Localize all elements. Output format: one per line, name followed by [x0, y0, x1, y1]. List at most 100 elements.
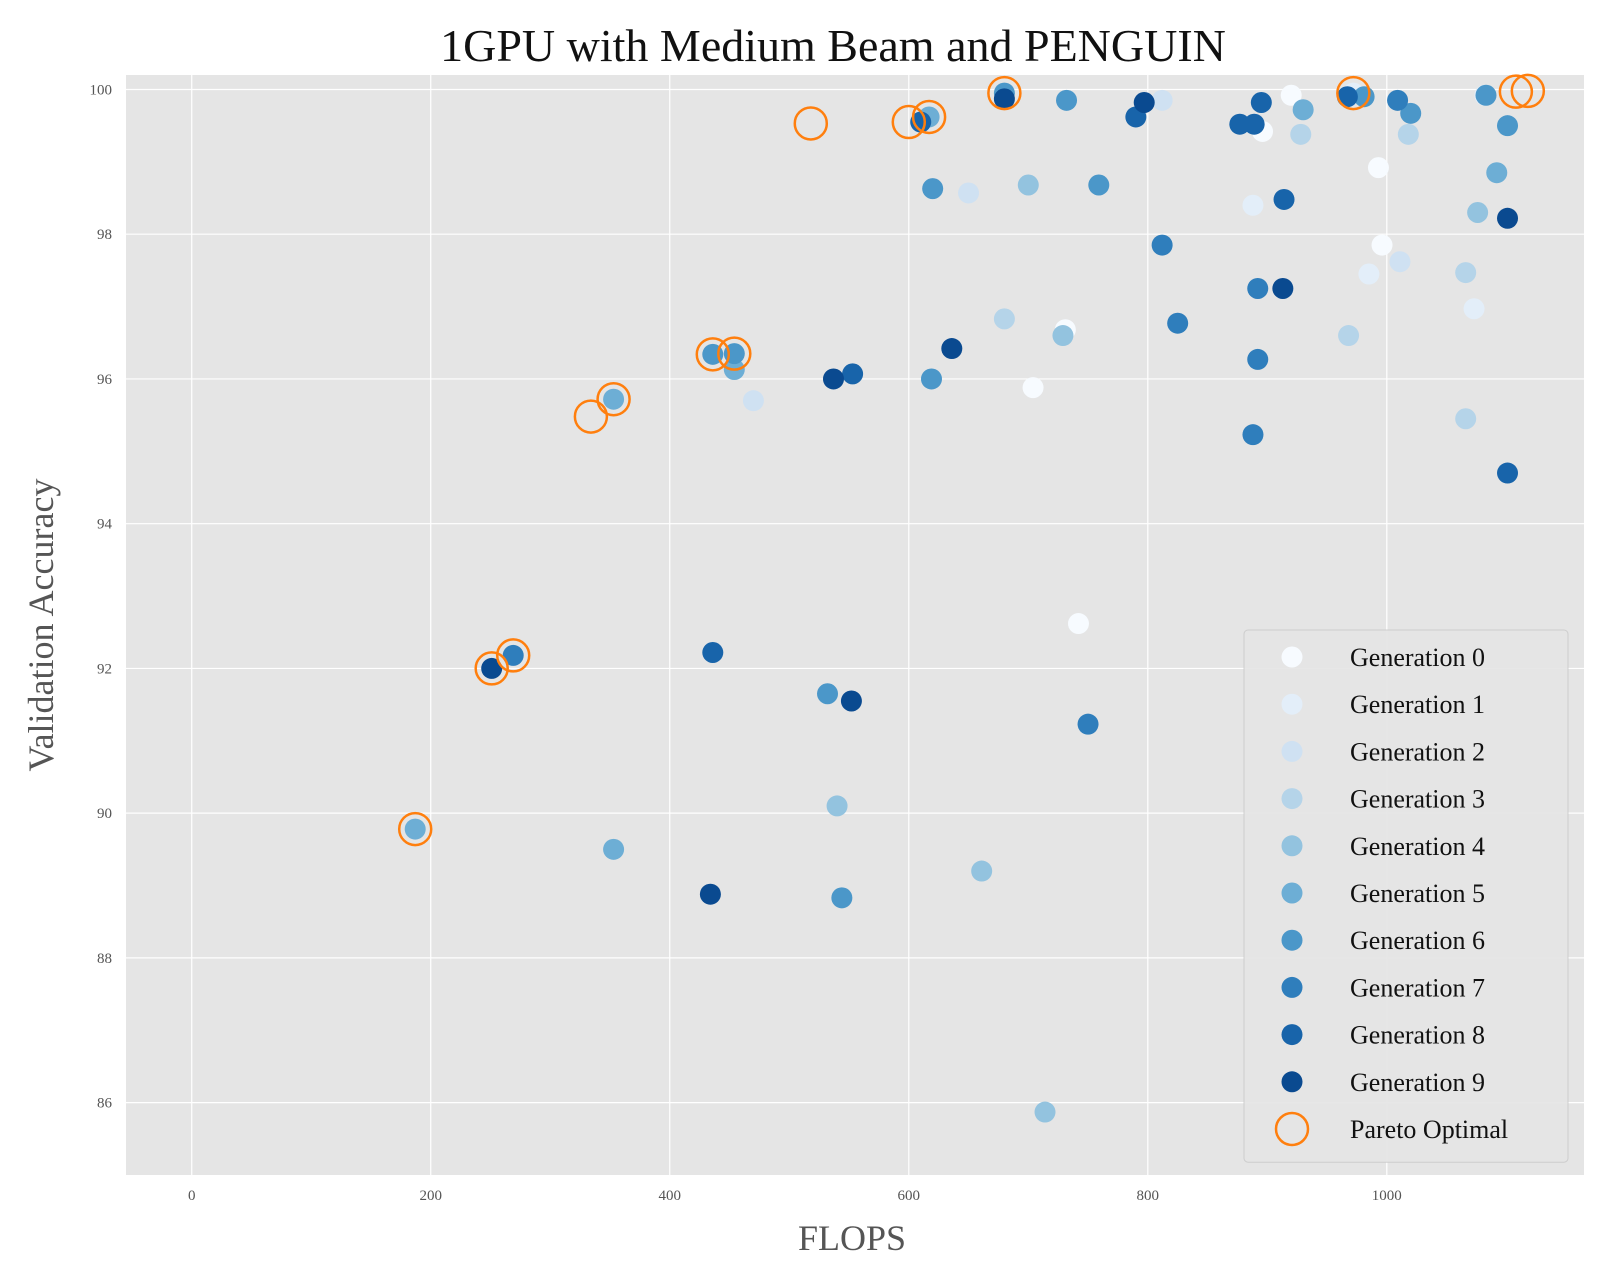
- data-point: [971, 860, 993, 882]
- pareto-ring: [987, 75, 1022, 111]
- data-point: [1463, 298, 1485, 320]
- data-point: [993, 308, 1015, 330]
- x-tick-label: 1000: [1372, 1188, 1402, 1204]
- legend-marker: [1281, 1071, 1303, 1093]
- x-tick-label: 800: [1137, 1188, 1160, 1204]
- data-point: [1455, 408, 1477, 430]
- data-point: [1467, 202, 1489, 223]
- data-point: [1280, 84, 1302, 106]
- data-point: [742, 390, 764, 412]
- data-point: [1497, 207, 1519, 229]
- data-point: [1397, 123, 1419, 145]
- legend-label-pareto: Pareto Optimal: [1350, 1115, 1508, 1144]
- y-axis-ticks: 86 88 90 92 94 96 98 100: [90, 82, 113, 1111]
- y-tick-label: 96: [97, 372, 113, 388]
- legend-label: Generation 3: [1350, 785, 1485, 814]
- data-point: [1292, 99, 1314, 121]
- pareto-ring: [1510, 73, 1546, 109]
- legend-marker-pareto: [1274, 1111, 1310, 1147]
- legend-marker: [1281, 882, 1303, 904]
- data-point: [603, 838, 625, 860]
- x-axis-label: FLOPS: [798, 1218, 906, 1258]
- legend-marker: [1281, 646, 1303, 668]
- data-point: [1088, 174, 1110, 196]
- legend-marker: [1281, 929, 1303, 951]
- legend-label: Generation 0: [1350, 643, 1485, 672]
- data-point: [603, 388, 625, 410]
- data-point: [1387, 89, 1409, 111]
- chart-title: 1GPU with Medium Beam and PENGUIN: [440, 20, 1226, 71]
- legend-marker: [1281, 788, 1303, 810]
- data-point: [1455, 262, 1477, 284]
- legend-label: Generation 9: [1350, 1068, 1485, 1097]
- data-point: [1034, 1101, 1056, 1123]
- pareto-ring: [1336, 75, 1371, 111]
- legend: Generation 0 Generation 1 Generation 2 Gene…: [1243, 629, 1569, 1163]
- pareto-ring: [495, 638, 531, 673]
- legend-marker: [1281, 1024, 1303, 1046]
- data-point: [481, 657, 503, 679]
- legend-marker: [1281, 740, 1303, 762]
- pareto-ring: [1498, 74, 1534, 109]
- y-tick-label: 98: [97, 227, 112, 243]
- legend-marker: [1281, 976, 1303, 998]
- y-tick-label: 100: [90, 82, 113, 98]
- pareto-ring: [573, 399, 609, 434]
- x-axis-ticks: 0 200 400 600 800 1000: [188, 1188, 1402, 1204]
- data-point: [1272, 277, 1294, 299]
- data-point: [1243, 113, 1265, 135]
- y-tick-label: 94: [97, 517, 113, 533]
- pareto-ring: [397, 811, 433, 847]
- legend-marker: [1281, 693, 1303, 715]
- data-point: [1022, 377, 1044, 399]
- data-point: [842, 363, 864, 385]
- data-point: [1067, 613, 1089, 635]
- data-point: [1389, 251, 1411, 273]
- data-point: [993, 88, 1015, 110]
- data-point: [1367, 157, 1389, 179]
- legend-box: [1243, 629, 1569, 1163]
- data-point: [1151, 234, 1173, 256]
- legend-label: Generation 5: [1350, 879, 1485, 908]
- data-point: [1273, 188, 1295, 210]
- data-point: [1242, 194, 1264, 216]
- data-point: [920, 368, 942, 390]
- data-point: [817, 683, 839, 705]
- legend-label: Generation 4: [1350, 832, 1485, 861]
- data-point: [1247, 348, 1269, 370]
- data-point: [1475, 84, 1497, 106]
- data-point: [1052, 325, 1074, 347]
- data-point: [1358, 263, 1380, 285]
- pareto-ring: [474, 651, 509, 686]
- data-point: [822, 368, 844, 390]
- data-point: [1497, 462, 1519, 484]
- data-point: [1338, 325, 1360, 347]
- data-point: [1290, 123, 1312, 145]
- x-tick-label: 0: [188, 1188, 196, 1204]
- data-point: [1486, 162, 1508, 184]
- data-point: [1133, 92, 1155, 113]
- data-point: [1400, 102, 1422, 124]
- data-point: [1336, 86, 1358, 108]
- data-point: [958, 182, 980, 204]
- legend-label: Generation 1: [1350, 690, 1485, 719]
- data-point: [1077, 713, 1099, 735]
- data-point: [404, 818, 426, 840]
- data-point: [699, 883, 721, 905]
- pareto-ring: [891, 104, 927, 140]
- y-tick-label: 88: [97, 951, 112, 967]
- legend-label: Generation 2: [1350, 737, 1485, 766]
- data-point: [502, 644, 524, 666]
- data-point: [1242, 424, 1264, 446]
- pareto-ring: [596, 381, 631, 417]
- y-axis-label: Validation Accuracy: [21, 479, 61, 772]
- legend-marker: [1281, 835, 1303, 857]
- data-point: [941, 338, 963, 360]
- data-points: [404, 82, 1519, 1123]
- x-tick-label: 600: [898, 1188, 921, 1204]
- data-point: [702, 642, 724, 663]
- legend-label: Generation 6: [1350, 926, 1485, 955]
- data-point: [831, 887, 853, 909]
- pareto-ring: [695, 337, 731, 372]
